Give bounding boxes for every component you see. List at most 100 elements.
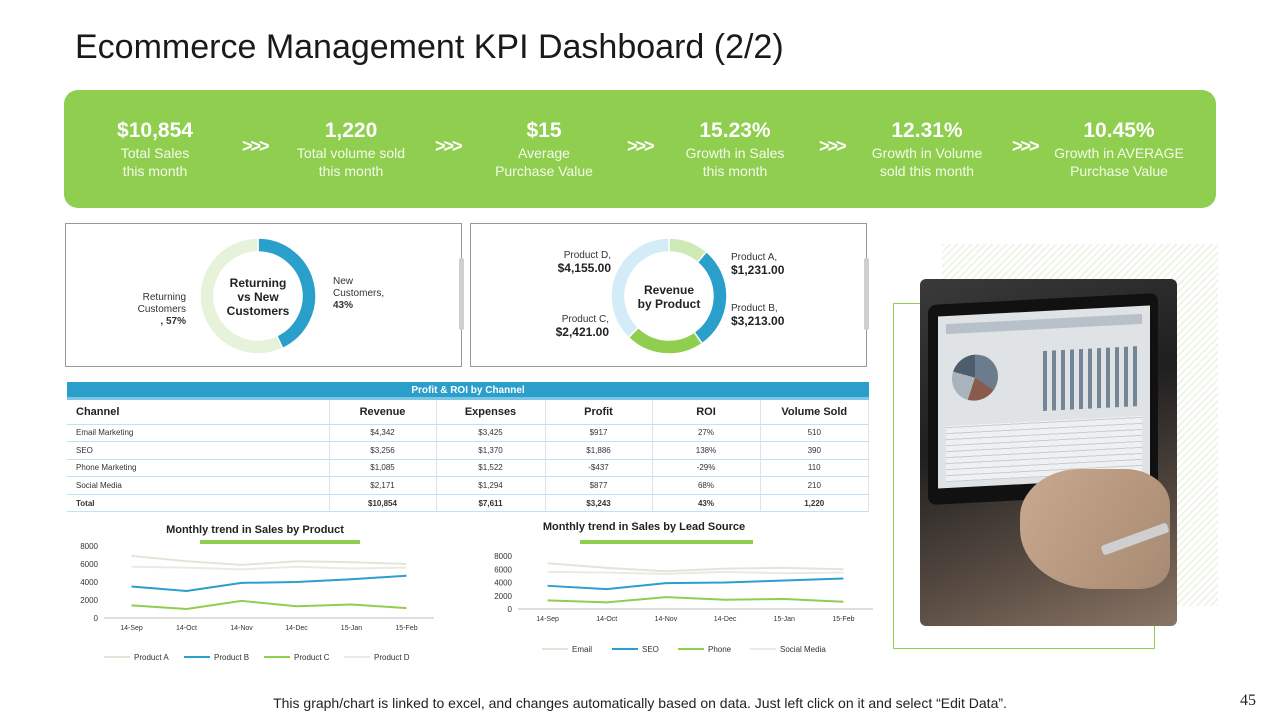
donut-slice-product-d[interactable] <box>610 237 670 339</box>
table-cell: $1,085 <box>329 459 437 478</box>
series-line-product-a[interactable] <box>131 554 407 566</box>
donut-slice-returning-customers[interactable] <box>199 237 284 355</box>
chart-title-underline <box>580 540 753 544</box>
product-b-label: Product B, $3,213.00 <box>731 303 811 329</box>
y-tick-label: 0 <box>94 614 99 623</box>
donut-center-line: vs New <box>237 290 279 304</box>
kpi-label: Average <box>518 145 570 161</box>
chart-title: Monthly trend in Sales by Product <box>166 524 344 536</box>
label-line: Customers, <box>333 288 385 299</box>
y-tick-label: 0 <box>508 605 513 614</box>
kpi-value: $10,854 <box>117 119 193 142</box>
table-cell: 1,220 <box>760 494 869 513</box>
legend-label: Social Media <box>780 645 826 654</box>
returning-customers-label: Returning Customers , 57% <box>122 292 186 328</box>
series-line-product-b[interactable] <box>131 574 407 593</box>
y-tick-label: 8000 <box>494 552 512 561</box>
scrollbar[interactable] <box>864 258 869 330</box>
label-line: Returning <box>142 292 186 303</box>
series-line-phone[interactable] <box>547 596 844 604</box>
x-tick-label: 15-Feb <box>395 625 417 632</box>
kpi-label: Total volume sold <box>296 145 406 161</box>
screen-bar-graphic <box>1043 346 1138 412</box>
table-row: SEO $3,256 $1,370 $1,886 138% 390 <box>67 441 869 460</box>
legend-label: Product D <box>374 653 410 662</box>
series-line-seo[interactable] <box>547 577 844 591</box>
scrollbar[interactable] <box>459 258 464 330</box>
table-cell: -29% <box>652 459 761 478</box>
kpi-value: $15 <box>526 119 562 142</box>
table-cell: $1,294 <box>436 476 546 495</box>
series-line-social-media[interactable] <box>547 570 844 575</box>
column-header: Revenue <box>329 400 437 425</box>
table-cell: -$437 <box>545 459 653 478</box>
y-tick-label: 8000 <box>80 542 98 551</box>
kpi-average-purchase: $15 Average Purchase Value <box>469 118 619 180</box>
legend-label: Phone <box>708 645 732 654</box>
label-value: $4,155.00 <box>557 261 611 275</box>
page-number: 45 <box>1240 692 1256 709</box>
series-line-email[interactable] <box>547 562 844 573</box>
frame-accent-line <box>893 303 921 304</box>
kpi-label: sold this month <box>879 163 975 179</box>
page-title: Ecommerce Management KPI Dashboard (2/2) <box>75 28 784 66</box>
y-tick-label: 4000 <box>494 579 512 588</box>
kpi-label: Total Sales <box>120 145 190 161</box>
column-header: Expenses <box>436 400 546 425</box>
label-line: Customers <box>137 304 186 315</box>
x-tick-label: 14-Sep <box>536 616 559 623</box>
table-cell: $4,342 <box>329 424 437 443</box>
donut-slice-product-c[interactable] <box>627 326 704 355</box>
kpi-band: $10,854 Total Sales this month >>> 1,220… <box>64 90 1216 208</box>
screen-toolbar <box>946 313 1142 335</box>
sales-by-product-line-chart[interactable]: 0 2000 4000 6000 8000 14-Sep 14-Oct 14-Nov 14-De… <box>66 538 436 668</box>
table-cell: $2,171 <box>329 476 437 495</box>
chevron-right-icon: >>> <box>627 136 655 156</box>
series-line-product-d[interactable] <box>131 565 407 571</box>
laptop-screen <box>938 305 1150 489</box>
label-line: 43% <box>333 300 354 311</box>
table-cell: $1,370 <box>436 441 546 460</box>
profit-roi-table[interactable]: Profit & ROI by Channel Channel Revenue … <box>67 382 869 513</box>
legend-label: SEO <box>642 645 659 654</box>
chevron-right-icon: >>> <box>242 136 270 156</box>
kpi-growth-average: 10.45% Growth in AVERAGE Purchase Value <box>1044 118 1194 180</box>
label-line: Product B, <box>731 303 778 314</box>
product-a-label: Product A, $1,231.00 <box>731 252 811 278</box>
kpi-total-sales: $10,854 Total Sales this month <box>80 118 230 180</box>
customers-donut-chart[interactable] <box>198 236 318 356</box>
kpi-label: this month <box>318 163 384 179</box>
legend-label: Email <box>572 645 592 654</box>
x-tick-label: 15-Feb <box>832 616 854 623</box>
kpi-value: 15.23% <box>699 119 771 142</box>
label-line: , 57% <box>160 316 186 327</box>
column-header: Channel <box>67 400 330 425</box>
x-tick-label: 14-Sep <box>120 625 143 632</box>
customers-donut-card[interactable]: Returning vs New Customers Returning Cus… <box>65 223 462 367</box>
x-tick-label: 14-Dec <box>714 616 737 623</box>
table-cell: Phone Marketing <box>67 459 330 478</box>
label-value: $1,231.00 <box>731 263 785 277</box>
table-cell: $3,243 <box>545 494 653 513</box>
product-d-label: Product D, $4,155.00 <box>541 250 611 276</box>
revenue-donut-chart[interactable] <box>609 236 729 356</box>
label-value: $3,213.00 <box>731 314 785 328</box>
kpi-label: this month <box>702 163 768 179</box>
table-cell: 510 <box>760 424 869 443</box>
series-line-product-c[interactable] <box>131 599 407 611</box>
table-cell: 138% <box>652 441 761 460</box>
label-line: New <box>333 276 354 287</box>
table-cell: $3,256 <box>329 441 437 460</box>
revenue-donut-card[interactable]: Revenue by Product Product D, $4,155.00 … <box>470 223 867 367</box>
kpi-label: Growth in AVERAGE <box>1054 145 1184 161</box>
legend-label: Product B <box>214 653 249 662</box>
profit-roi-grid: Channel Revenue Expenses Profit ROI Volu… <box>67 400 869 513</box>
table-cell: SEO <box>67 441 330 460</box>
sales-by-lead-source-line-chart[interactable]: 0 2000 4000 6000 8000 14-Sep 14-Oct 14-Nov 14-De… <box>478 545 878 660</box>
y-tick-label: 2000 <box>494 592 512 601</box>
footer-note: This graph/chart is linked to excel, and… <box>273 695 1007 711</box>
x-tick-label: 14-Nov <box>655 616 678 623</box>
legend-label: Product C <box>294 653 330 662</box>
donut-center-line: Customers <box>226 304 290 318</box>
kpi-label: this month <box>122 163 188 179</box>
